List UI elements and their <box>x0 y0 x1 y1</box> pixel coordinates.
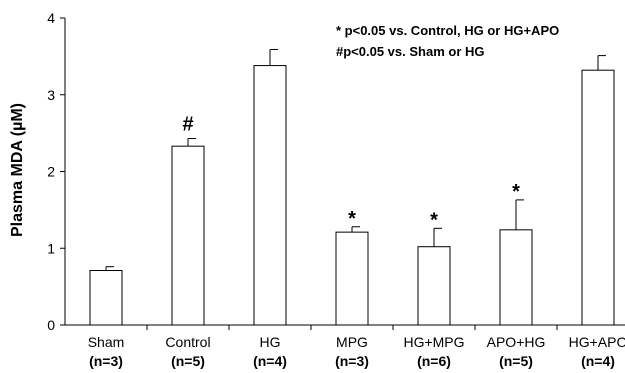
x-tick-label: HG+APO <box>569 334 625 350</box>
bar <box>89 270 123 326</box>
y-tick-label: 3 <box>47 87 55 103</box>
x-tick-sample-size: (n=3) <box>89 353 123 369</box>
x-tick-sample-size: (n=3) <box>335 353 369 369</box>
x-tick-label: MPG <box>336 334 368 350</box>
x-tick-label: APO+HG <box>487 334 546 350</box>
x-tick-sample-size: (n=6) <box>417 353 451 369</box>
significance-hash-marker: # <box>182 113 193 135</box>
y-tick-label: 2 <box>47 164 55 180</box>
annotation-significance-star: * p<0.05 vs. Control, HG or HG+APO <box>336 23 559 38</box>
y-tick-label: 0 <box>47 317 55 333</box>
y-tick-label: 4 <box>47 10 55 26</box>
x-tick-label: Control <box>165 334 210 350</box>
y-axis: 0 1 2 3 4 <box>47 10 66 333</box>
x-tick-label: Sham <box>88 334 125 350</box>
bar <box>499 229 533 326</box>
category-labels: Sham (n=3) Control (n=5) HG (n=4) MPG (n=3) HG+M… <box>88 334 625 369</box>
significance-star-marker: * <box>512 181 520 203</box>
x-tick-sample-size: (n=5) <box>499 353 533 369</box>
annotation-significance-hash: #p<0.05 vs. Sham or HG <box>336 44 484 59</box>
bars: # * * * <box>89 48 615 326</box>
bar <box>253 65 287 326</box>
x-axis <box>65 324 625 330</box>
bar <box>335 231 369 326</box>
x-tick-sample-size: (n=4) <box>581 353 615 369</box>
bar <box>581 69 615 326</box>
x-tick-sample-size: (n=5) <box>171 353 205 369</box>
x-tick-label: HG <box>260 334 281 350</box>
significance-star-marker: * <box>430 209 438 231</box>
significance-star-marker: * <box>348 208 356 230</box>
y-tick-label: 1 <box>47 240 55 256</box>
bar <box>417 246 451 326</box>
x-tick-sample-size: (n=4) <box>253 353 287 369</box>
y-axis-label: Plasma MDA (µM) <box>9 103 26 237</box>
x-tick-label: HG+MPG <box>403 334 464 350</box>
bar <box>171 145 205 326</box>
